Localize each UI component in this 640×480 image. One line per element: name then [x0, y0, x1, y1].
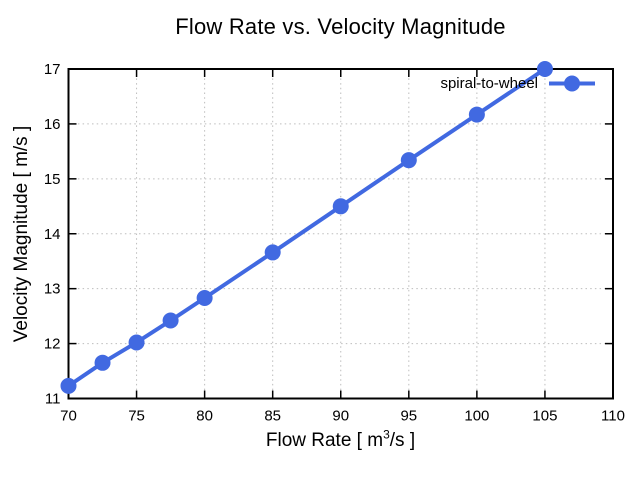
series-line: [67, 67, 547, 388]
x-tick-label: 80: [196, 408, 213, 425]
data-point-marker: [196, 290, 213, 307]
data-point-marker: [94, 354, 111, 371]
x-tick-label: 90: [332, 408, 349, 425]
y-tick-label: 16: [44, 116, 61, 133]
x-tick-label: 85: [264, 408, 281, 425]
legend-label: spiral-to-wheel: [440, 75, 538, 92]
x-tick-label: 105: [532, 408, 557, 425]
y-tick-label: 14: [44, 226, 61, 243]
data-point-marker: [128, 334, 145, 351]
legend-marker-sample: [564, 75, 580, 92]
data-point-marker: [332, 198, 349, 215]
data-point-marker: [400, 152, 417, 169]
y-tick-label: 17: [44, 61, 61, 78]
y-tick-label: 11: [45, 391, 61, 408]
x-axis-label-superscript: 3: [383, 427, 390, 442]
chart-title: Flow Rate vs. Velocity Magnitude: [175, 14, 506, 39]
data-point-marker: [264, 244, 281, 261]
data-point-marker: [536, 61, 553, 77]
data-point-marker: [162, 312, 179, 329]
x-axis-label-post: /s ]: [389, 430, 416, 451]
y-tick-label: 13: [44, 281, 61, 298]
x-axis-label: Flow Rate [ m3/s ]: [68, 427, 613, 452]
data-point-marker: [60, 377, 77, 394]
x-axis-label-pre: Flow Rate [ m: [265, 430, 384, 451]
x-tick-label: 95: [400, 408, 417, 425]
x-tick-label: 110: [601, 408, 625, 425]
x-tick-label: 70: [60, 408, 77, 425]
x-tick-label: 100: [464, 408, 489, 425]
x-tick-label: 75: [128, 408, 145, 425]
y-tick-label: 15: [44, 171, 61, 188]
y-tick-label: 12: [44, 336, 61, 353]
data-point-marker: [468, 106, 485, 123]
